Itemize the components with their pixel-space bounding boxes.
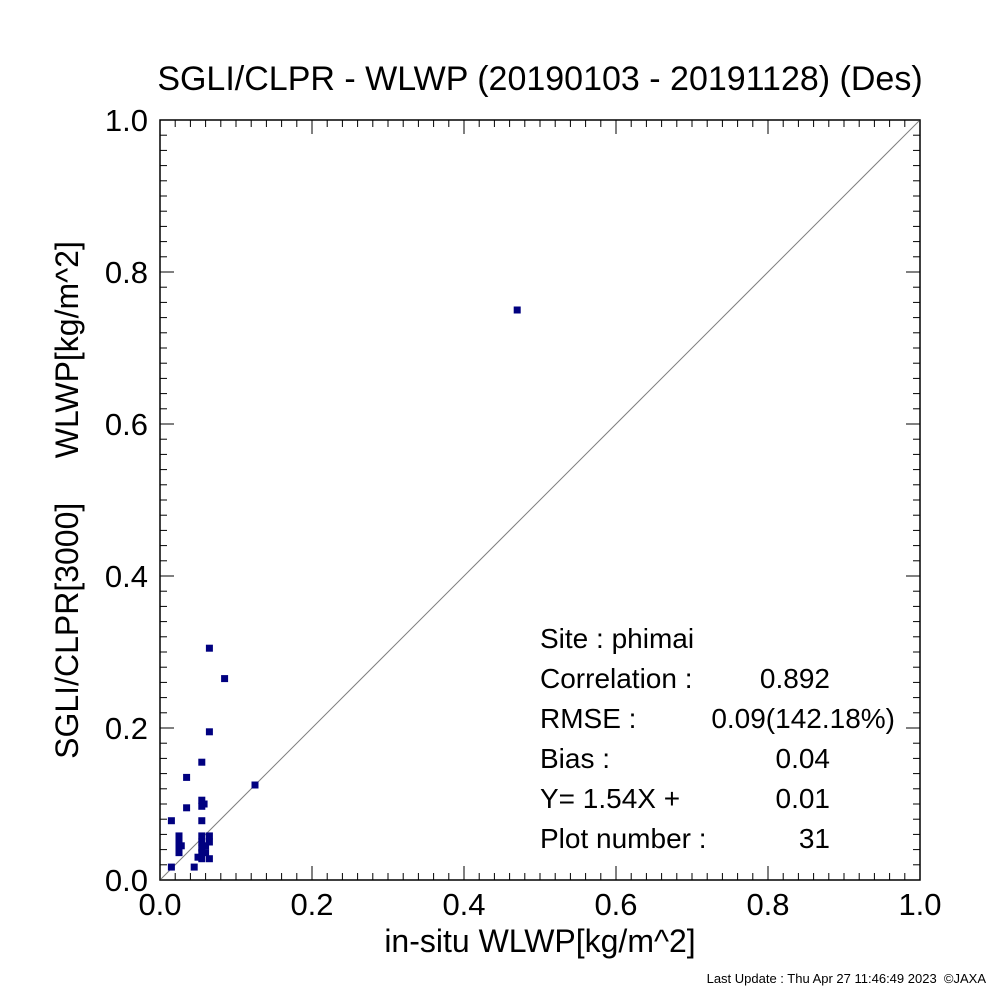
stats-label: Site : phimai: [540, 623, 694, 654]
data-point: [205, 838, 213, 846]
data-point: [198, 817, 206, 825]
stats-value: 0.892: [760, 663, 830, 694]
data-point: [167, 863, 175, 871]
stats-value: 0.09(142.18%): [711, 703, 895, 734]
x-tick-label: 0.6: [594, 887, 637, 922]
plot-area: 0.0 0.2 0.4 0.6 0.8 1.0 0.0 0.2 0.4 0.6 0.8 1.0 Site…: [105, 103, 942, 922]
stats-value: 0.04: [776, 743, 831, 774]
data-point: [198, 796, 206, 804]
footer-last-update: Last Update : Thu Apr 27 11:46:49 2023 ©…: [706, 971, 986, 986]
data-point: [198, 832, 206, 840]
data-point: [190, 863, 198, 871]
y-axis-label: SGLI/CLPR[3000] WLWP[kg/m^2]: [49, 241, 85, 759]
one-to-one-line: [159, 119, 921, 881]
data-point: [175, 838, 183, 846]
data-point: [175, 849, 183, 857]
data-point: [198, 838, 206, 846]
stats-label: Bias :: [540, 743, 610, 774]
data-point: [194, 853, 202, 861]
x-tick-label: 0.8: [746, 887, 789, 922]
data-point: [221, 675, 229, 683]
data-point: [198, 849, 206, 857]
x-tick-label: 0.2: [290, 887, 333, 922]
data-point: [205, 728, 213, 736]
x-tick-label: 1.0: [898, 887, 941, 922]
y-tick-label: 1.0: [105, 103, 148, 138]
stats-label: Plot number :: [540, 823, 707, 854]
data-point: [202, 842, 210, 850]
stats-value: 31: [799, 823, 830, 854]
x-tick-label: 0.0: [138, 887, 181, 922]
data-point: [183, 773, 191, 781]
data-point: [175, 832, 183, 840]
data-point: [513, 306, 521, 314]
x-axis-label: in-situ WLWP[kg/m^2]: [384, 923, 695, 959]
stats-label: Y= 1.54X +: [540, 783, 680, 814]
data-point: [177, 842, 185, 850]
y-tick-label: 0.2: [105, 711, 148, 746]
x-tick-label: 0.4: [442, 887, 485, 922]
stats-label: Correlation :: [540, 663, 693, 694]
y-tick-label: 0.6: [105, 407, 148, 442]
data-point: [205, 832, 213, 840]
data-point: [202, 849, 210, 857]
stats-label: RMSE :: [540, 703, 636, 734]
y-tick-label: 0.4: [105, 559, 148, 594]
data-point: [205, 644, 213, 652]
data-point: [198, 855, 206, 863]
data-point: [251, 781, 259, 789]
stats-value: 0.01: [776, 783, 831, 814]
data-point: [198, 844, 206, 852]
y-tick-label: 0.8: [105, 255, 148, 290]
data-point: [205, 855, 213, 863]
y-tick-label: 0.0: [105, 863, 148, 898]
data-point: [167, 817, 175, 825]
chart-title: SGLI/CLPR - WLWP (20190103 - 20191128) (…: [157, 60, 922, 98]
data-point: [200, 800, 208, 808]
data-point: [183, 804, 191, 812]
data-point: [198, 758, 206, 766]
